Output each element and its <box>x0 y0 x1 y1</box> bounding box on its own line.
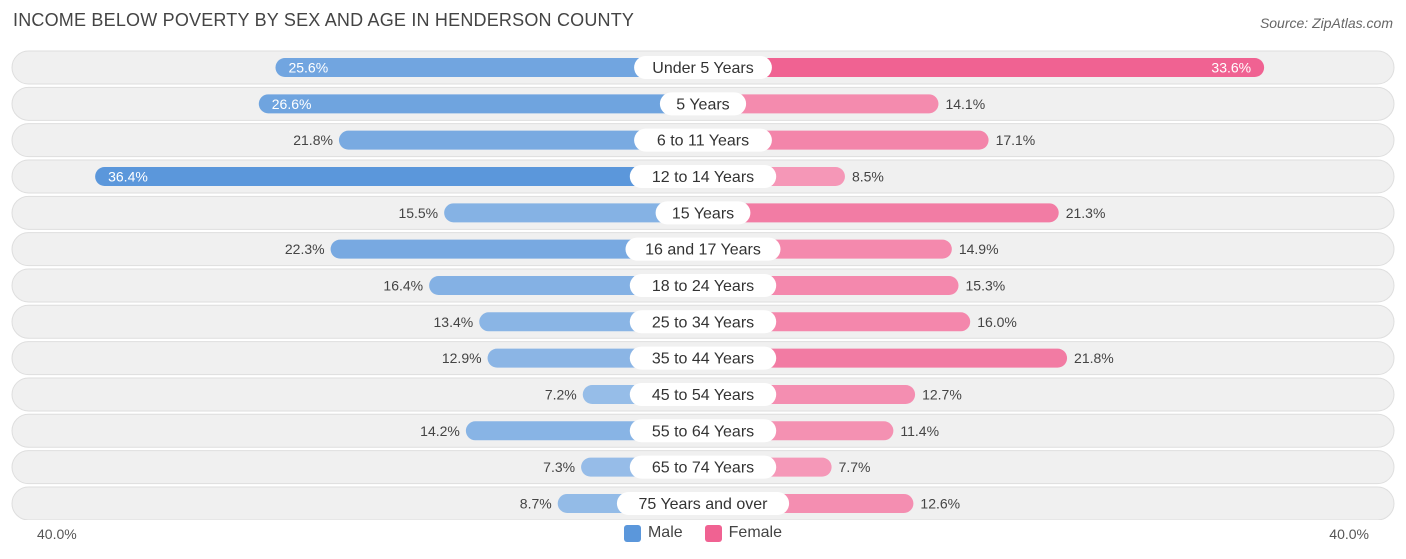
category-label: 5 Years <box>676 96 729 113</box>
value-label-female: 15.3% <box>966 277 1006 293</box>
category-label: 45 to 54 Years <box>652 387 754 404</box>
category-label: 12 to 14 Years <box>652 169 754 186</box>
legend-label-female: Female <box>728 524 783 541</box>
legend: Male Female <box>0 524 1406 542</box>
category-pill <box>634 128 772 152</box>
source-credit: Source: ZipAtlas.com <box>1259 15 1393 31</box>
category-label: 18 to 24 Years <box>652 278 754 295</box>
value-label-male: 25.6% <box>288 60 328 76</box>
bar-male <box>95 166 704 186</box>
category-label: 55 to 64 Years <box>652 423 754 440</box>
category-pill <box>629 164 777 188</box>
category-pill <box>616 491 790 515</box>
value-label-male: 15.5% <box>398 205 438 221</box>
value-label-female: 14.1% <box>945 96 985 112</box>
value-label-female: 21.3% <box>1066 205 1106 221</box>
value-label-male: 21.8% <box>293 132 333 148</box>
legend-label-male: Male <box>647 524 683 541</box>
value-label-male: 14.2% <box>420 423 460 439</box>
category-pill <box>629 310 777 334</box>
bar-female <box>703 58 1265 77</box>
bar-female <box>703 348 1068 368</box>
value-label-female: 17.1% <box>996 132 1036 148</box>
category-label: Under 5 Years <box>652 60 753 77</box>
category-label: 25 to 34 Years <box>652 314 754 331</box>
category-pill <box>655 201 751 225</box>
category-label: 75 Years and over <box>639 496 769 513</box>
category-pill <box>629 455 777 479</box>
value-label-male: 12.9% <box>442 350 482 366</box>
bar-male <box>338 130 703 150</box>
value-label-female: 33.6% <box>1211 60 1251 76</box>
chart-title: INCOME BELOW POVERTY BY SEX AND AGE IN H… <box>13 10 635 30</box>
axis-label-left: 40.0% <box>37 526 77 542</box>
category-pill <box>629 273 777 297</box>
value-label-female: 8.5% <box>852 168 884 184</box>
category-label: 35 to 44 Years <box>652 351 754 368</box>
value-label-male: 16.4% <box>383 277 423 293</box>
value-label-female: 16.0% <box>977 314 1017 330</box>
value-label-male: 8.7% <box>520 495 552 511</box>
bar-female <box>703 203 1059 223</box>
category-label: 15 Years <box>672 205 734 222</box>
bar-male <box>258 94 703 114</box>
value-label-female: 12.7% <box>922 386 962 402</box>
value-label-male: 22.3% <box>285 241 325 257</box>
category-pill <box>629 346 777 370</box>
legend-swatch-male <box>623 524 641 542</box>
bar-male <box>275 58 703 77</box>
value-label-female: 11.4% <box>900 423 939 439</box>
value-label-male: 26.6% <box>272 96 312 112</box>
category-label: 65 to 74 Years <box>652 460 754 477</box>
bar-male <box>444 203 703 223</box>
value-label-female: 7.7% <box>839 459 871 475</box>
value-label-male: 13.4% <box>434 314 474 330</box>
category-pill <box>634 56 772 79</box>
category-pill <box>625 237 781 261</box>
bar-male <box>330 239 703 259</box>
category-pill <box>629 419 777 443</box>
legend-item-female: Female <box>704 524 783 542</box>
value-label-male: 7.3% <box>543 459 575 475</box>
legend-swatch-female <box>704 524 722 542</box>
legend-item-male: Male <box>623 524 683 542</box>
value-label-female: 21.8% <box>1074 350 1114 366</box>
category-label: 16 and 17 Years <box>645 242 761 259</box>
category-pill <box>659 92 747 116</box>
axis-label-right: 40.0% <box>1329 526 1369 542</box>
category-pill <box>629 382 777 406</box>
value-label-male: 36.4% <box>108 168 148 184</box>
value-label-female: 14.9% <box>959 241 999 257</box>
category-label: 6 to 11 Years <box>657 133 749 150</box>
bar-female <box>703 94 939 114</box>
value-label-male: 7.2% <box>545 386 577 402</box>
value-label-female: 12.6% <box>920 495 960 511</box>
diverging-bar-chart: 25.6% 33.6% Under 5 Years 26.6% 14.1% 5 Years… <box>11 50 1395 520</box>
bar-female <box>703 130 989 150</box>
